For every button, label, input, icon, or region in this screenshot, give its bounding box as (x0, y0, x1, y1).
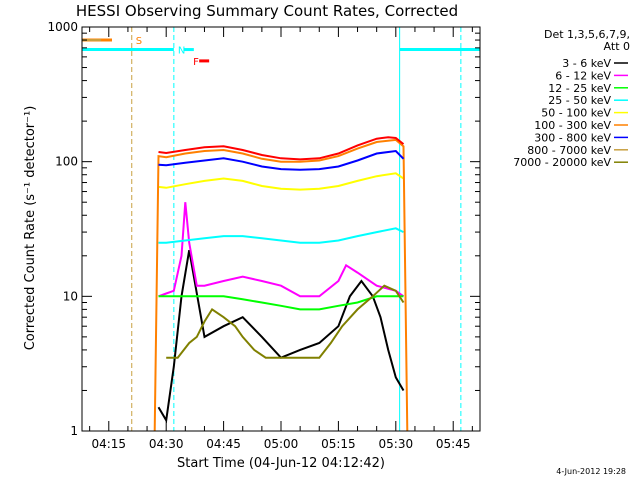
series-line-300-800-kev (158, 149, 405, 171)
plot-frame (81, 26, 481, 432)
legend-label-300-800-kev: 300 - 800 keV (534, 131, 611, 144)
series-line-3-6-kev (157, 250, 405, 424)
y-tick-label: 1 (70, 424, 78, 438)
legend-header-detectors: Det 1,3,5,6,7,9, (544, 28, 630, 41)
legend-label-25-50-kev: 25 - 50 keV (548, 94, 611, 107)
legend-label-800-7000-kev: 800 - 7000 keV (527, 144, 611, 157)
series-line-25-50-kev (158, 227, 404, 244)
timestamp: 4-Jun-2012 19:28 (556, 467, 626, 476)
y-tick-label: 1000 (47, 20, 78, 34)
legend-label-12-25-kev: 12 - 25 keV (548, 82, 611, 95)
y-axis-label: Corrected Count Rate (s⁻¹ detector⁻¹) (23, 106, 38, 351)
x-tick-label: 04:45 (206, 437, 241, 451)
series-line-unlabeled-10 (158, 136, 405, 161)
legend-label-3-6-kev: 3 - 6 keV (562, 57, 611, 70)
legend-label-50-100-kev: 50 - 100 keV (541, 107, 611, 120)
x-tick-label: 05:00 (264, 437, 299, 451)
x-tick-label: 04:30 (149, 437, 184, 451)
x-tick-label: 05:15 (321, 437, 356, 451)
series-line-100-300-kev (153, 138, 409, 432)
flag-label-n: N (178, 46, 185, 57)
x-tick-label: 05:30 (379, 437, 414, 451)
y-tick-label: 10 (63, 289, 78, 303)
x-tick-label: 05:45 (436, 437, 471, 451)
flag-label-s: S (136, 36, 142, 47)
series-line-12-25-kev (158, 295, 404, 311)
series-line-7000-20000-kev (166, 284, 405, 359)
series-line-50-100-kev (158, 172, 405, 191)
series-line-6-12-kev (158, 202, 405, 298)
legend-label-6-12-kev: 6 - 12 keV (555, 69, 611, 82)
y-tick-label: 100 (55, 155, 78, 169)
legend-header-attenuator: Att 0 (604, 40, 630, 53)
x-axis-label: Start Time (04-Jun-12 04:12:42) (177, 456, 385, 471)
chart-title: HESSI Observing Summary Count Rates, Cor… (76, 2, 458, 20)
x-tick-label: 04:15 (91, 437, 126, 451)
legend-label-7000-20000-kev: 7000 - 20000 keV (513, 156, 611, 169)
flag-label-f: F (193, 57, 199, 68)
legend-label-100-300-kev: 100 - 300 keV (534, 119, 611, 132)
